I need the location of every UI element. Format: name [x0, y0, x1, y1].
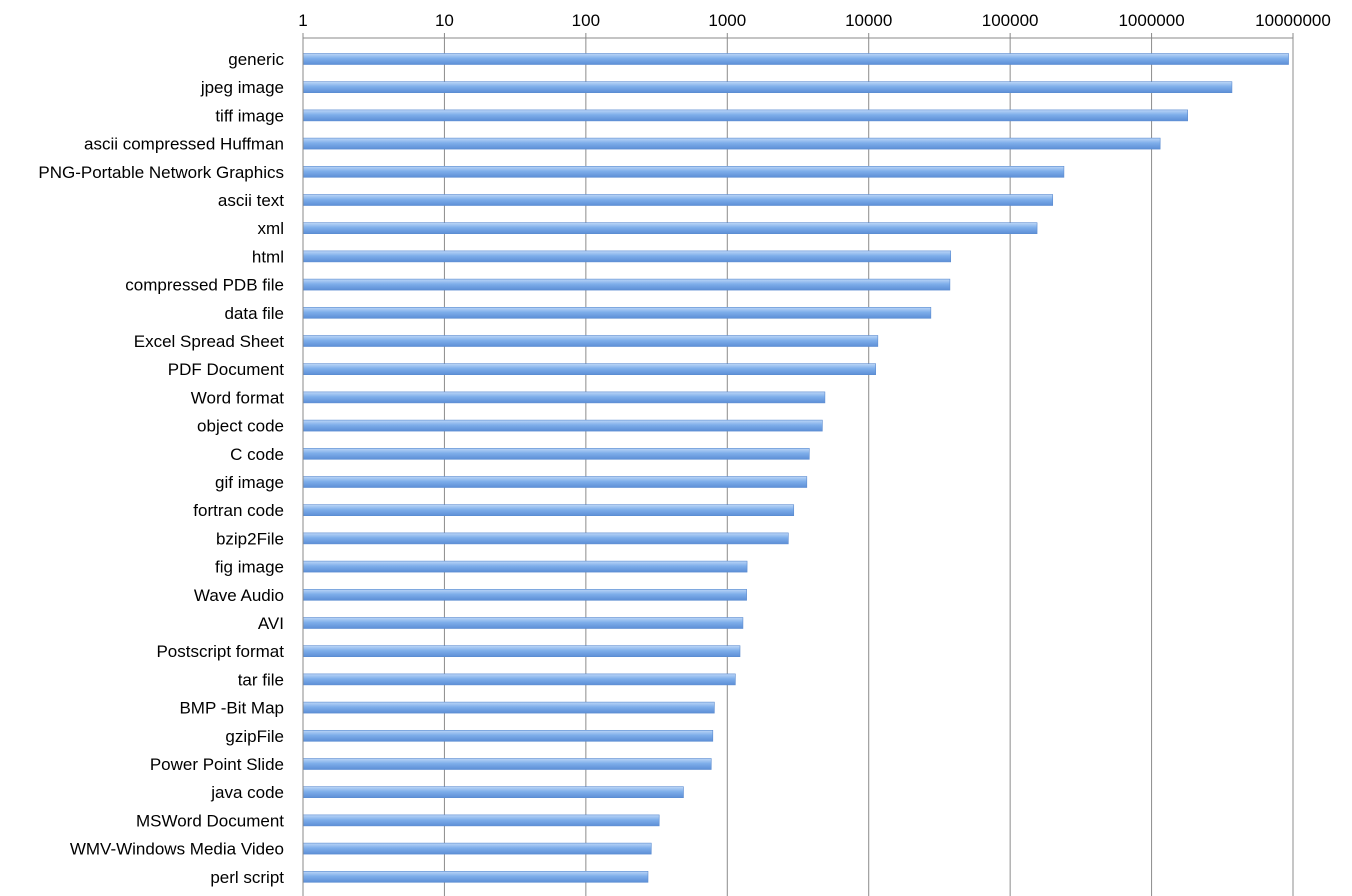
category-label: compressed PDB file: [125, 276, 284, 295]
category-label: tar file: [238, 670, 284, 689]
bar: [302, 363, 876, 376]
category-label: fortran code: [193, 501, 284, 520]
bar: [302, 447, 810, 460]
bar: [302, 391, 826, 404]
category-label: tiff image: [215, 106, 284, 125]
bar: [302, 532, 789, 545]
category-label: WMV-Windows Media Video: [70, 840, 284, 859]
bar: [302, 419, 823, 432]
bar: [302, 504, 795, 517]
x-tick-label: 100000: [982, 11, 1039, 30]
category-label: java code: [210, 783, 284, 802]
category-label: data file: [224, 304, 284, 323]
category-label: Word format: [191, 388, 284, 407]
category-label: jpeg image: [200, 78, 284, 97]
category-label: gzipFile: [225, 727, 284, 746]
gridlines: [443, 38, 1294, 896]
category-label: C code: [230, 445, 284, 464]
bar: [302, 222, 1038, 234]
bar: [302, 814, 660, 827]
category-label: PDF Document: [168, 360, 284, 379]
bar: [302, 560, 748, 573]
bar: [302, 81, 1233, 93]
bar: [302, 842, 652, 855]
bar: [302, 617, 744, 629]
bar: [302, 786, 684, 799]
x-tick-label: 1000: [708, 11, 746, 30]
bar: [302, 137, 1161, 150]
category-label: html: [252, 247, 284, 266]
bar: [302, 194, 1054, 206]
category-label: perl script: [210, 868, 284, 887]
category-labels: generic jpeg image tiff image ascii compres…: [38, 50, 284, 887]
bar: [302, 306, 932, 319]
bar: [302, 278, 951, 291]
category-label: bzip2File: [216, 529, 284, 548]
category-label: ascii text: [218, 191, 284, 210]
x-tick-label: 1: [298, 11, 307, 30]
category-label: ascii compressed Huffman: [84, 135, 284, 154]
category-label: AVI: [258, 614, 284, 633]
category-label: generic: [228, 50, 284, 69]
x-tick-label: 10: [435, 11, 454, 30]
bar: [302, 335, 879, 347]
x-tick-label: 100: [572, 11, 600, 30]
category-label: object code: [197, 417, 284, 436]
bar: [302, 729, 714, 742]
bar: [302, 588, 747, 601]
bar: [302, 166, 1065, 178]
bar: [302, 53, 1289, 65]
category-label: Power Point Slide: [150, 755, 284, 774]
category-label: Excel Spread Sheet: [134, 332, 285, 351]
category-label: xml: [258, 219, 284, 238]
bars: [302, 53, 1289, 883]
x-tick-label: 1000000: [1118, 11, 1184, 30]
bar: [302, 109, 1188, 122]
x-tick-label: 10000: [845, 11, 892, 30]
bar: [302, 701, 715, 714]
bar: [302, 645, 741, 658]
bar: [302, 870, 649, 883]
category-label: Wave Audio: [194, 586, 284, 605]
bar: [302, 673, 736, 686]
category-label: Postscript format: [156, 642, 284, 661]
bar: [302, 250, 952, 263]
category-label: PNG-Portable Network Graphics: [38, 163, 284, 182]
x-tick-label: 10000000: [1255, 11, 1331, 30]
x-axis-ticks: 1 10 100 1000 10000 100000 1000000 10000000: [298, 11, 1331, 38]
bar: [302, 476, 808, 488]
category-label: gif image: [215, 473, 284, 492]
category-label: fig image: [215, 558, 284, 577]
category-label: BMP -Bit Map: [179, 699, 284, 718]
bar: [302, 758, 712, 770]
category-label: MSWord Document: [136, 811, 284, 830]
